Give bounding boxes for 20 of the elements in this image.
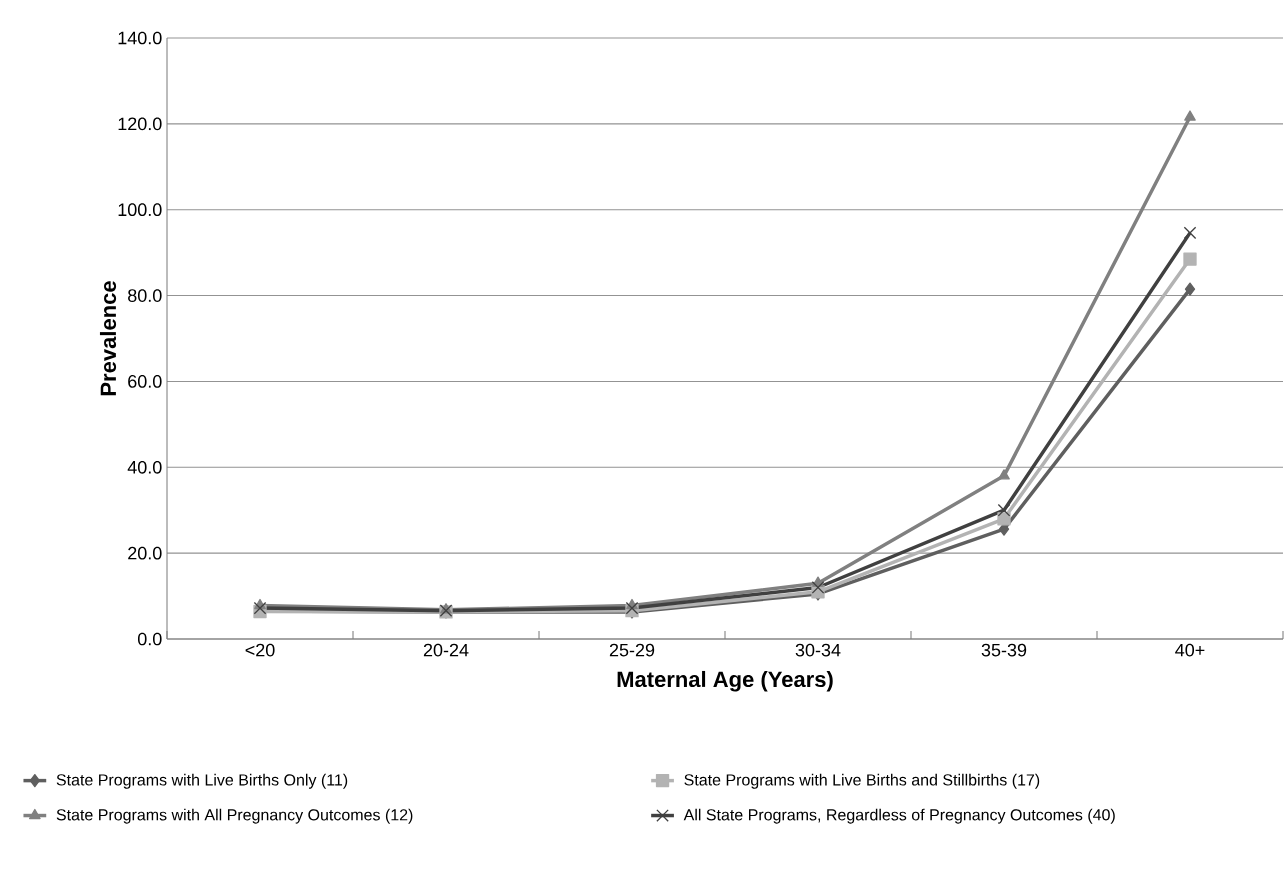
legend-label: State Programs with All Pregnancy Outcomes (12): [56, 808, 413, 824]
x-tick-label: 30-34: [795, 643, 841, 657]
legend-label: State Programs with Live Births and Stillbirths (17): [684, 773, 1040, 789]
legend-label: State Programs with Live Births Only (11): [56, 773, 348, 789]
x-axis-title: Maternal Age (Years): [617, 670, 833, 692]
x-tick-label: 20-24: [423, 643, 469, 657]
x-tick-label: <20: [245, 643, 275, 657]
y-tick-label: 80.0: [128, 289, 162, 302]
x-tick-label: 25-29: [609, 643, 655, 657]
y-tick-label: 20.0: [128, 546, 162, 560]
y-tick-label: 0.0: [137, 632, 162, 646]
y-axis-title: Prevalence: [99, 281, 117, 396]
y-tick-label: 120.0: [118, 117, 162, 131]
y-tick-label: 100.0: [118, 203, 162, 217]
y-tick-label: 60.0: [128, 375, 162, 388]
y-tick-label: 140.0: [118, 31, 162, 45]
x-tick-label: 35-39: [981, 643, 1027, 657]
legend-label: All State Programs, Regardless of Pregnancy Outcomes (40): [683, 808, 1115, 824]
y-tick-label: 40.0: [127, 460, 162, 474]
x-tick-label: 40+: [1175, 643, 1205, 657]
